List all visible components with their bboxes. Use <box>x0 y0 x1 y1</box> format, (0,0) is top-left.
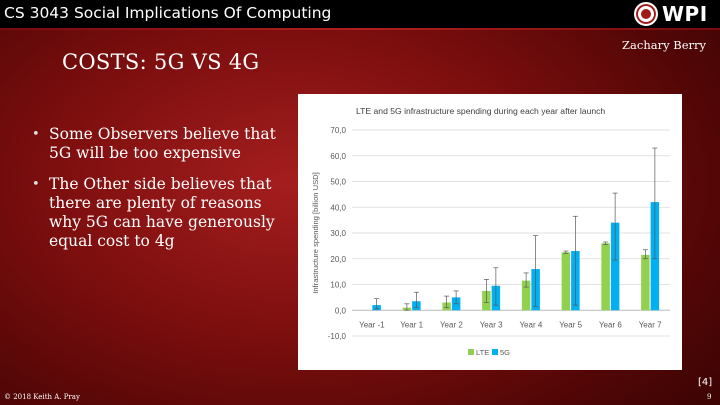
y-axis-label: Infrastructure spending [billion USD] <box>311 172 320 294</box>
bar-5g <box>610 222 620 311</box>
slide-title: COSTS: 5G VS 4G <box>62 50 260 74</box>
page-number: 9 <box>707 393 712 401</box>
wpi-seal-icon <box>634 2 658 26</box>
y-tick-label: 40,0 <box>330 203 346 212</box>
bar-lte <box>561 252 571 311</box>
x-tick-label: Year 3 <box>480 320 503 329</box>
bar-lte <box>641 254 650 311</box>
y-tick-label: -10,0 <box>328 332 347 341</box>
bar-lte <box>601 243 610 311</box>
legend-swatch-5g <box>492 349 498 355</box>
legend-swatch-lte <box>468 349 474 355</box>
chart-panel: LTE and 5G infrastructure spending durin… <box>298 94 682 370</box>
x-tick-label: Year 1 <box>400 320 423 329</box>
citation: [4] <box>698 377 713 388</box>
x-tick-label: Year 7 <box>639 320 662 329</box>
header-divider <box>0 28 720 30</box>
wpi-logo: WPI <box>634 1 708 27</box>
x-tick-label: Year 5 <box>559 320 582 329</box>
y-tick-label: 70,0 <box>330 126 346 135</box>
header-bar: CS 3043 Social Implications Of Computing… <box>0 0 720 28</box>
course-title: CS 3043 Social Implications Of Computing <box>4 4 332 22</box>
x-tick-label: Year 2 <box>440 320 463 329</box>
y-tick-label: 20,0 <box>330 255 346 264</box>
legend-label: 5G <box>500 348 510 357</box>
bar-lte <box>521 280 531 311</box>
y-tick-label: 10,0 <box>330 281 346 290</box>
chart-title: LTE and 5G infrastructure spending durin… <box>356 106 605 116</box>
logo-text: WPI <box>662 2 708 26</box>
y-tick-label: 0,0 <box>335 306 347 315</box>
y-tick-label: 60,0 <box>330 152 346 161</box>
x-tick-label: Year 6 <box>599 320 622 329</box>
y-tick-label: 50,0 <box>330 178 346 187</box>
bullet-item: The Other side believes that there are p… <box>32 175 292 251</box>
x-tick-label: Year 4 <box>519 320 542 329</box>
footer-copyright: © 2018 Keith A. Pray <box>4 393 80 401</box>
y-tick-label: 30,0 <box>330 229 346 238</box>
author-name: Zachary Berry <box>622 38 706 52</box>
bullet-list: Some Observers believe that 5G will be t… <box>32 125 292 263</box>
x-tick-label: Year -1 <box>359 320 385 329</box>
spending-chart: LTE and 5G infrastructure spending durin… <box>311 106 670 357</box>
bullet-item: Some Observers believe that 5G will be t… <box>32 125 292 163</box>
legend-label: LTE <box>476 348 489 357</box>
